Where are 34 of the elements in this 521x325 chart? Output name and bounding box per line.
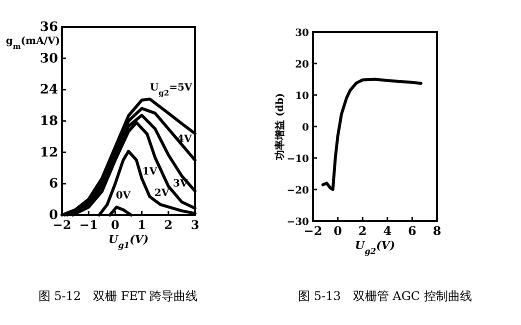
x-tick-label: −2 (52, 218, 72, 232)
series-label: 3V (173, 178, 188, 190)
y-tick-label: −10 (286, 154, 310, 165)
series-label: 1V (142, 166, 158, 178)
y-tick-label: 10 (295, 91, 310, 102)
x-tick-label: 6 (408, 224, 416, 238)
y-tick-label: 20 (295, 60, 310, 70)
y-tick-label: 30 (40, 51, 58, 66)
x-axis-title: U$_{g2}$(V) (354, 239, 396, 256)
x-tick-label: 2 (164, 218, 173, 232)
y-axis-title: g$_{m}$(mA/V) (6, 36, 60, 50)
x-axis-title: U$_{g1}$(V) (108, 233, 149, 250)
x-tick-label: 2 (358, 224, 367, 238)
y-tick-label: 30 (295, 28, 310, 39)
y-tick-label: 12 (40, 145, 58, 160)
x-tick-label: 8 (432, 224, 442, 238)
series-label: 0V (116, 190, 131, 202)
series-label: 2V (154, 188, 170, 200)
x-tick-label: 4 (383, 224, 392, 238)
x-tick-label: 0 (111, 218, 120, 232)
y-tick-label: 0 (302, 122, 310, 134)
x-tick-label: 0 (334, 224, 342, 238)
y-tick-label: 36 (40, 20, 58, 35)
x-tick-label: 3 (190, 218, 200, 232)
x-tick-label: 1 (138, 218, 146, 232)
series-label: U$_{g2}$=5V (150, 82, 192, 98)
y-axis-title: 功率增益 (db) (274, 93, 286, 161)
caption: 图 5-13 双栅管 AGC 控制曲线 (298, 289, 472, 303)
y-tick-label: −20 (286, 186, 310, 196)
y-tick-label: 6 (48, 176, 58, 192)
y-tick-label: 24 (40, 82, 58, 98)
y-tick-label: 18 (40, 114, 58, 129)
x-tick-label: −1 (79, 218, 98, 232)
caption: 图 5-12 双栅 FET 跨导曲线 (38, 289, 198, 303)
